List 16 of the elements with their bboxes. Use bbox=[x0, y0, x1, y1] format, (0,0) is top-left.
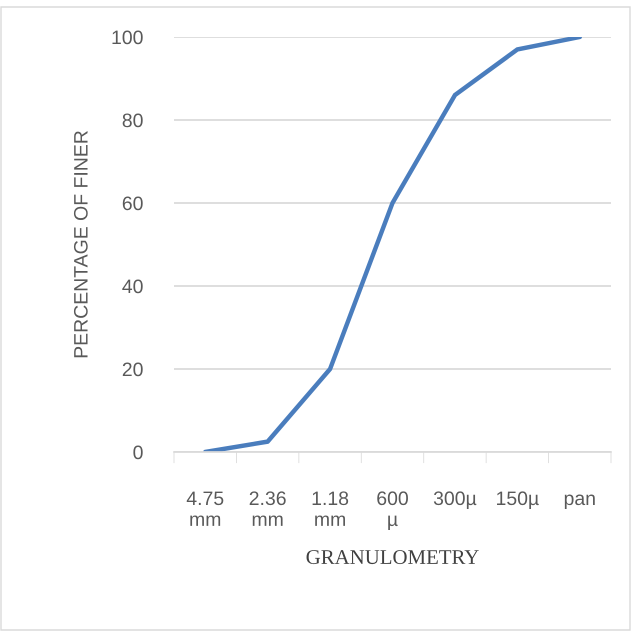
x-tick-label: pan bbox=[564, 494, 595, 510]
x-tick-label: 600 µ bbox=[377, 491, 408, 530]
y-tick-label: 100 bbox=[112, 30, 143, 44]
x-tick-label: 300µ bbox=[434, 491, 476, 510]
y-tick-label: 0 bbox=[133, 445, 143, 460]
y-tick-label: 80 bbox=[122, 113, 143, 128]
x-tick-label: 4.75 mm bbox=[186, 492, 224, 526]
line-series bbox=[202, 37, 582, 452]
y-axis-title: PERCENTAGE OF FINER bbox=[74, 131, 88, 358]
x-tick-label: 150µ bbox=[497, 491, 539, 510]
x-tick-label: 2.36 mm bbox=[250, 491, 286, 526]
x-axis-title: GRANULOMETRY bbox=[306, 550, 479, 564]
y-tick-label: 20 bbox=[122, 362, 143, 376]
x-tick-label: 1.18 mm bbox=[312, 491, 348, 526]
y-tick-label: 40 bbox=[122, 279, 143, 294]
y-tick-label: 60 bbox=[122, 196, 143, 210]
